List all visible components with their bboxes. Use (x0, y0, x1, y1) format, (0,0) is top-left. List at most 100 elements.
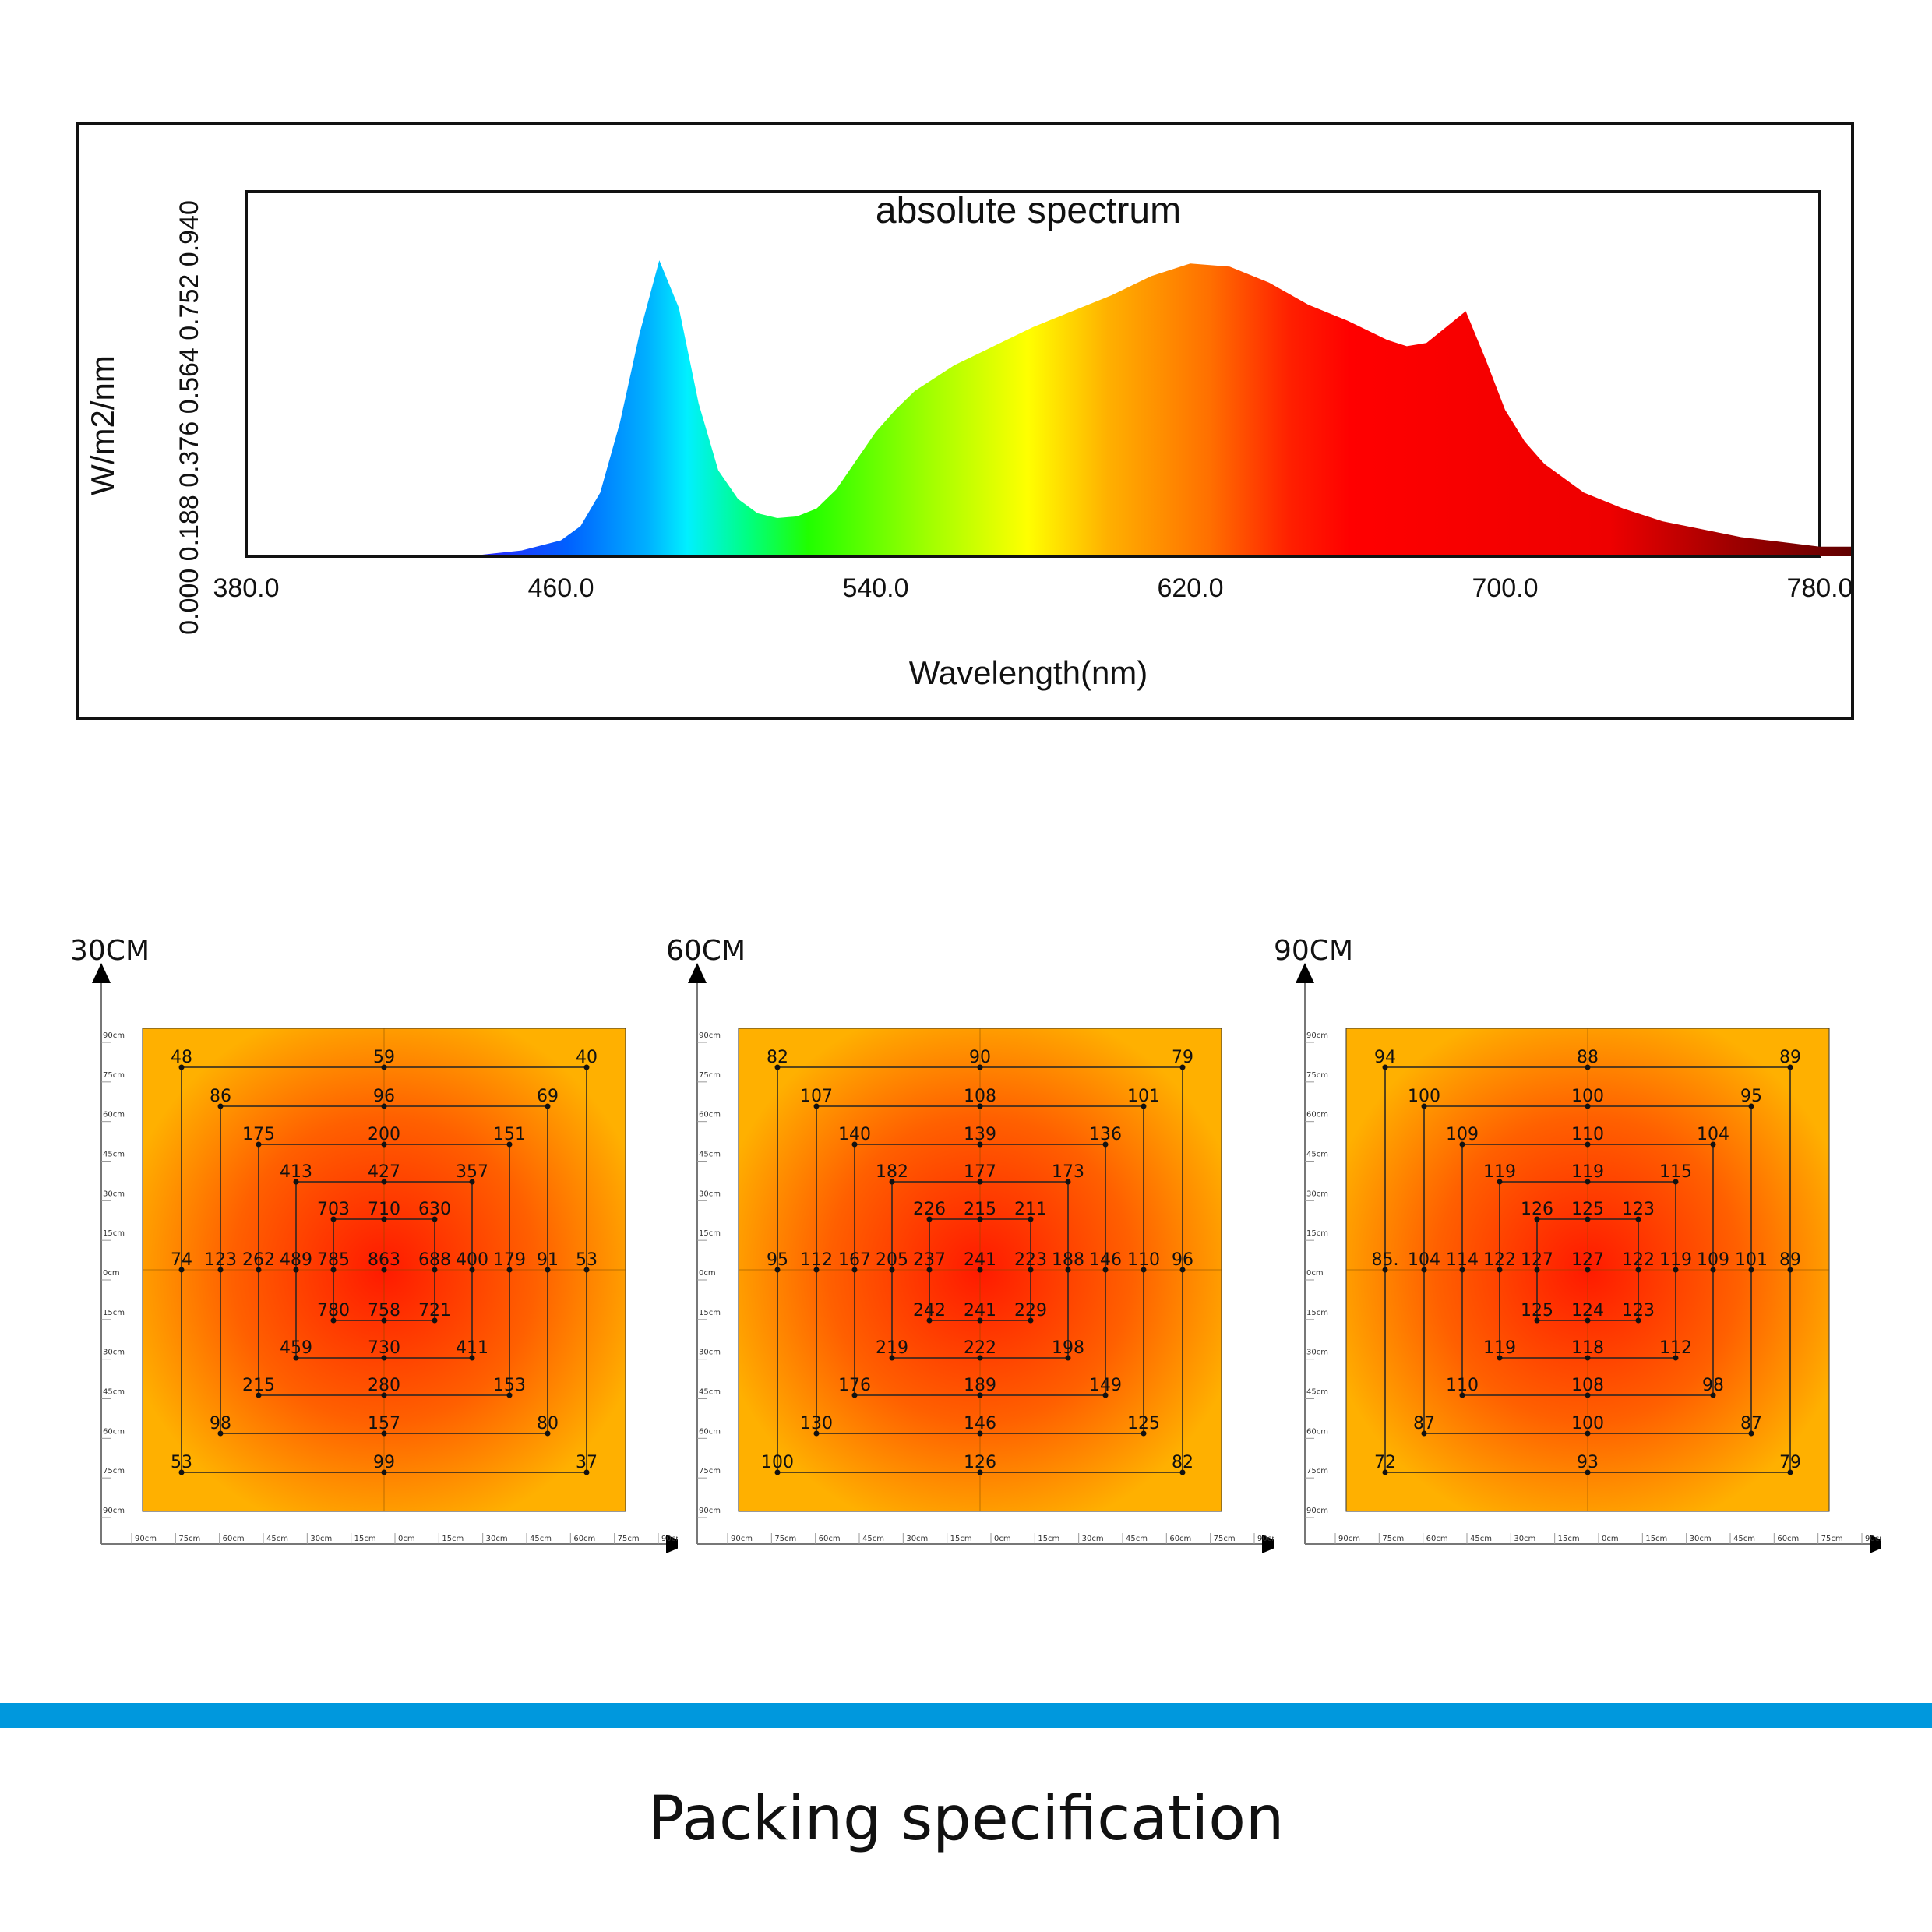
y-tick-label: 45cm (103, 1151, 125, 1159)
x-tick-label: 30cm (1690, 1535, 1712, 1543)
measure-point (381, 1216, 387, 1222)
ppfd-value: 119 (1571, 1162, 1604, 1182)
ppfd-value: 188 (1052, 1250, 1084, 1270)
measure-point (1179, 1064, 1186, 1070)
y-tick-label: 90cm (103, 1507, 125, 1515)
ppfd-value: 126 (1521, 1200, 1553, 1219)
measure-point (1710, 1392, 1716, 1398)
measure-point (1673, 1267, 1679, 1273)
ppfd-value: 48 (171, 1048, 192, 1067)
x-tick-label: 45cm (266, 1535, 288, 1543)
ppfd-map-svg: 90cm 90cm 75cm 75cm 60cm 60cm 45cm 45cm 30cm 30cm… (688, 963, 1284, 1553)
ppfd-center-value: 863 (368, 1250, 400, 1270)
x-tick-label: 90cm (1338, 1535, 1360, 1543)
measure-point (381, 1430, 387, 1437)
ppfd-value: 40 (576, 1048, 598, 1067)
x-tick-label: 75cm (1821, 1535, 1843, 1543)
measure-point (926, 1317, 933, 1324)
ppfd-value: 157 (368, 1414, 400, 1433)
measure-point (432, 1267, 438, 1273)
ppfd-value: 215 (964, 1200, 996, 1219)
measure-point (1065, 1267, 1071, 1273)
y-tick-label: 60cm (103, 1427, 125, 1436)
y-tick-label: 15cm (103, 1309, 125, 1317)
ppfd-value: 112 (800, 1250, 833, 1270)
x-tick-label: 60cm (573, 1535, 595, 1543)
x-tick-label: 15cm (354, 1535, 376, 1543)
measure-point (1421, 1430, 1427, 1437)
ppfd-value: 730 (368, 1338, 400, 1358)
ppfd-value: 87 (1740, 1414, 1762, 1433)
x-axis-arrow-icon (1870, 1535, 1891, 1553)
ppfd-map-title: 60CM (666, 935, 746, 967)
ppfd-value: 721 (418, 1301, 451, 1320)
measure-point (1787, 1469, 1793, 1475)
ppfd-value: 136 (1089, 1125, 1122, 1144)
measure-point (256, 1267, 262, 1273)
x-tick-label: 30cm (1514, 1535, 1535, 1543)
measure-point (381, 1392, 387, 1398)
measure-point (217, 1267, 224, 1273)
measure-point (977, 1179, 983, 1185)
y-tick-labels: 0.000 0.188 0.376 0.564 0.752 0.940 (175, 200, 204, 635)
measure-point (1102, 1141, 1109, 1148)
x-tick-label: 30cm (906, 1535, 928, 1543)
x-tick-label: 45cm (1126, 1535, 1148, 1543)
ppfd-value: 459 (280, 1338, 312, 1358)
y-tick-label: 90cm (1306, 1031, 1328, 1040)
y-tick-label: 45cm (699, 1151, 721, 1159)
ppfd-map-title: 30CM (70, 935, 150, 967)
ppfd-value: 99 (373, 1453, 395, 1472)
measure-point (889, 1267, 895, 1273)
ppfd-value: 108 (1571, 1376, 1604, 1395)
measure-point (1673, 1355, 1679, 1361)
measure-point (330, 1216, 337, 1222)
x-tick-label: 460.0 (527, 573, 594, 603)
measure-point (1141, 1430, 1147, 1437)
ppfd-value: 226 (913, 1200, 946, 1219)
measure-point (977, 1430, 983, 1437)
ppfd-value: 125 (1521, 1301, 1553, 1320)
x-axis-title: Wavelength(nm) (909, 654, 1148, 691)
x-tick-label: 15cm (950, 1535, 972, 1543)
measure-point (977, 1355, 983, 1361)
measure-point (1459, 1267, 1465, 1273)
x-tick-label: 700.0 (1472, 573, 1538, 603)
y-tick-label: 45cm (103, 1388, 125, 1397)
x-tick-label: 75cm (618, 1535, 640, 1543)
ppfd-value: 89 (1779, 1250, 1801, 1270)
measure-point (1585, 1392, 1591, 1398)
measure-point (381, 1141, 387, 1148)
measure-point (1710, 1141, 1716, 1148)
x-tick-label: 540.0 (842, 573, 908, 603)
measure-point (1102, 1392, 1109, 1398)
measure-point (381, 1355, 387, 1361)
measure-point (469, 1267, 475, 1273)
ppfd-value: 780 (317, 1301, 350, 1320)
ppfd-value: 53 (171, 1453, 192, 1472)
y-tick-label: 45cm (1306, 1151, 1328, 1159)
measure-point (381, 1064, 387, 1070)
y-tick-label: 15cm (699, 1309, 721, 1317)
ppfd-value: 80 (537, 1414, 559, 1433)
ppfd-value: 88 (1577, 1048, 1599, 1067)
measure-point (330, 1317, 337, 1324)
ppfd-value: 179 (493, 1250, 526, 1270)
x-tick-label: 60cm (1426, 1535, 1448, 1543)
ppfd-value: 688 (418, 1250, 451, 1270)
y-tick-label: 0cm (1306, 1269, 1324, 1278)
y-tick-label: 0cm (699, 1269, 716, 1278)
y-tick-label: 30cm (103, 1190, 125, 1198)
measure-point (506, 1392, 513, 1398)
measure-point (851, 1141, 858, 1148)
x-tick-label: 15cm (1038, 1535, 1059, 1543)
ppfd-value: 242 (913, 1301, 946, 1320)
ppfd-value: 110 (1571, 1125, 1604, 1144)
measure-point (256, 1141, 262, 1148)
y-tick-label: 75cm (699, 1467, 721, 1475)
x-tick-label: 60cm (819, 1535, 841, 1543)
ppfd-value: 237 (913, 1250, 946, 1270)
ppfd-value: 82 (767, 1048, 788, 1067)
measure-point (432, 1317, 438, 1324)
x-tick-label: 45cm (530, 1535, 552, 1543)
